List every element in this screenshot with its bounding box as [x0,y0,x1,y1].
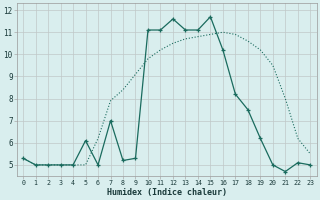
X-axis label: Humidex (Indice chaleur): Humidex (Indice chaleur) [107,188,227,197]
